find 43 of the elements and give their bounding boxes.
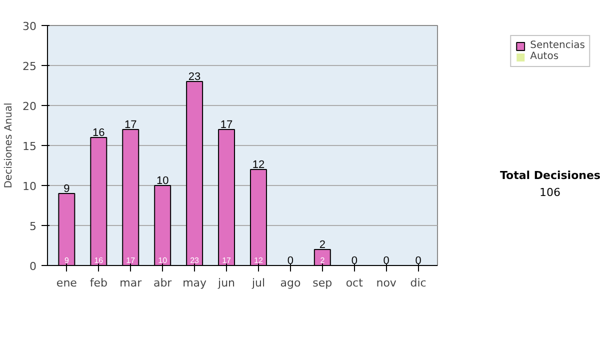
- y-tick-label: 0: [30, 260, 36, 273]
- x-tick-label: ene: [56, 276, 78, 290]
- data-label: 2: [320, 256, 326, 266]
- data-label: 10: [158, 256, 168, 266]
- total-label: 16: [92, 126, 105, 139]
- data-label: 9: [64, 256, 70, 266]
- x-tick-label: ago: [280, 276, 301, 290]
- data-label: 17: [126, 256, 136, 266]
- total-label: 10: [156, 174, 169, 187]
- y-tick-label: 15: [22, 140, 37, 153]
- y-tick-label: 25: [22, 60, 37, 73]
- x-tick-label: jun: [217, 276, 236, 290]
- x-tick-label: may: [182, 276, 208, 290]
- total-label: 0: [383, 254, 390, 267]
- x-tick-label: jul: [250, 276, 266, 290]
- data-label: 23: [190, 256, 200, 266]
- x-tick-label: sep: [312, 276, 332, 290]
- y-tick-label: 30: [22, 20, 37, 33]
- total-label: 12: [252, 158, 265, 171]
- data-label: 17: [222, 256, 232, 266]
- total-label: 23: [188, 70, 201, 83]
- data-label: 16: [94, 256, 104, 266]
- total-label: 9: [64, 182, 70, 195]
- data-label: 12: [254, 256, 264, 266]
- total-label: 0: [351, 254, 358, 267]
- y-tick-label: 10: [22, 180, 37, 193]
- x-tick-label: dic: [410, 276, 426, 290]
- x-tick-label: nov: [376, 276, 397, 290]
- x-tick-label: feb: [90, 276, 108, 290]
- total-label: 0: [415, 254, 422, 267]
- y-tick-label: 5: [30, 220, 36, 233]
- y-tick-label: 20: [22, 100, 37, 113]
- annotations: Total Decisiones 106: [500, 168, 600, 201]
- y-axis-title: Decisiones Anual: [4, 102, 15, 188]
- legend-label: Sentencias: [530, 40, 585, 51]
- x-tick-label: abr: [153, 276, 172, 290]
- total-label: 2: [319, 238, 326, 251]
- legend-label: Autos: [530, 51, 559, 62]
- total-label: 17: [220, 118, 233, 131]
- total-label: 0: [287, 254, 294, 267]
- x-tick-label: mar: [120, 276, 142, 290]
- x-tick-label: oct: [346, 276, 364, 290]
- total-label: 17: [124, 118, 137, 131]
